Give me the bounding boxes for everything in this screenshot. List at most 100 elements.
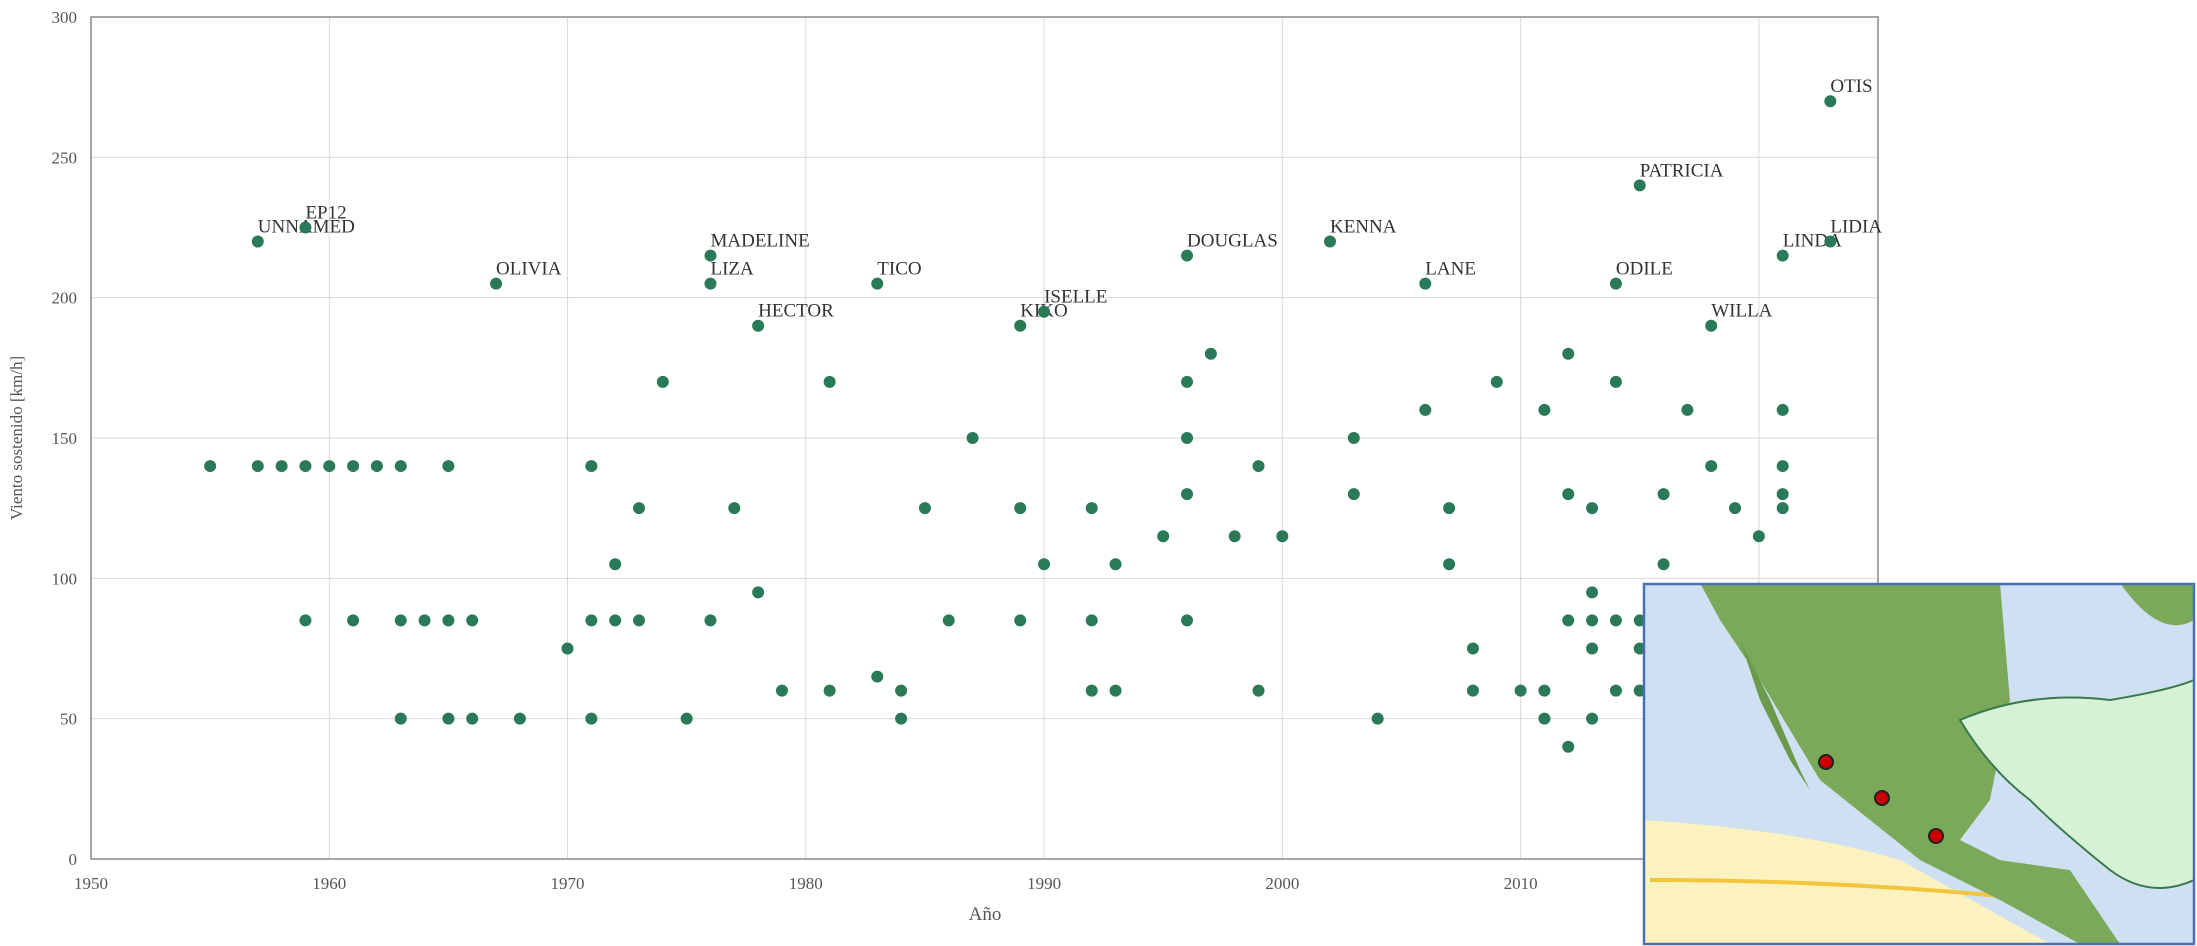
point [1419, 277, 1432, 290]
point [1109, 558, 1122, 571]
point [1538, 403, 1551, 416]
point-label: LIDIA [1830, 217, 1882, 238]
point [1085, 614, 1098, 627]
point [1181, 375, 1194, 388]
map-inset [1642, 582, 2196, 946]
point [1157, 530, 1170, 543]
point [1443, 502, 1456, 515]
point [299, 460, 312, 473]
point [1490, 375, 1503, 388]
point [1562, 488, 1575, 501]
point [1776, 460, 1789, 473]
x-tick-label: 2000 [1265, 874, 1299, 893]
point [1538, 712, 1551, 725]
point [752, 586, 765, 599]
map-peninsula [1740, 640, 1810, 790]
point [1633, 642, 1646, 655]
point [1371, 712, 1384, 725]
point [704, 614, 717, 627]
point-label: WILLA [1711, 301, 1772, 322]
point [442, 712, 455, 725]
point [1657, 558, 1670, 571]
point [1466, 684, 1479, 697]
point [1824, 235, 1837, 248]
point [1252, 684, 1265, 697]
point [1824, 95, 1837, 108]
point-label: KENNA [1330, 217, 1397, 238]
point [609, 558, 622, 571]
map-frame [1642, 582, 2196, 946]
point [895, 684, 908, 697]
point [609, 614, 622, 627]
point [752, 319, 765, 332]
point [1204, 347, 1217, 360]
point [1038, 558, 1051, 571]
point [823, 684, 836, 697]
point [1181, 249, 1194, 262]
point [1609, 684, 1622, 697]
point [1038, 305, 1051, 318]
y-tick-label: 200 [52, 289, 78, 308]
x-tick-label: 2010 [1504, 874, 1538, 893]
point [1109, 684, 1122, 697]
point-label: MADELINE [710, 231, 809, 252]
point [1705, 319, 1718, 332]
map-marker [1928, 828, 1944, 844]
point [1562, 614, 1575, 627]
x-axis-title: Año [969, 904, 1002, 925]
point [1681, 403, 1694, 416]
x-tick-label: 1950 [74, 874, 108, 893]
point [1347, 432, 1360, 444]
point [1228, 530, 1241, 543]
point [1633, 614, 1646, 627]
point-label: OTIS [1830, 76, 1872, 97]
point [1085, 502, 1098, 515]
point [1562, 347, 1575, 360]
point [275, 460, 288, 473]
point [1729, 502, 1742, 515]
x-tick-label: 1960 [312, 874, 346, 893]
point [966, 432, 979, 444]
y-axis-title: Viento sostenido [km/h] [7, 356, 26, 520]
point [251, 460, 264, 473]
point-label: PATRICIA [1640, 160, 1724, 181]
point [1252, 460, 1265, 473]
point [1586, 586, 1599, 599]
point [1085, 684, 1098, 697]
y-tick-label: 100 [52, 569, 78, 588]
point [633, 614, 646, 627]
point [633, 502, 646, 515]
point [1776, 488, 1789, 501]
point [871, 277, 884, 290]
point [394, 614, 407, 627]
point [1609, 277, 1622, 290]
point [1609, 375, 1622, 388]
point [299, 221, 312, 234]
point [466, 712, 479, 725]
point [1466, 642, 1479, 655]
point [513, 712, 526, 725]
point [585, 460, 598, 473]
point [1586, 614, 1599, 627]
point [895, 712, 908, 725]
point [1514, 684, 1527, 697]
point [1752, 530, 1765, 543]
point [442, 614, 455, 627]
point [1323, 235, 1336, 248]
point [561, 642, 574, 655]
points: UNNAMEDEP12OLIVIAMADELINELIZAHECTORTICOK… [204, 76, 1882, 753]
point [1776, 249, 1789, 262]
point [347, 614, 360, 627]
point-label: LIZA [710, 259, 754, 280]
x-tick-label: 1980 [789, 874, 823, 893]
map-land-east [2120, 583, 2194, 626]
point [1657, 488, 1670, 501]
point [1586, 502, 1599, 515]
y-tick-label: 150 [52, 429, 78, 448]
point [704, 277, 717, 290]
x-tick-label: 1970 [551, 874, 585, 893]
point [204, 460, 217, 473]
x-tick-label: 1990 [1027, 874, 1061, 893]
